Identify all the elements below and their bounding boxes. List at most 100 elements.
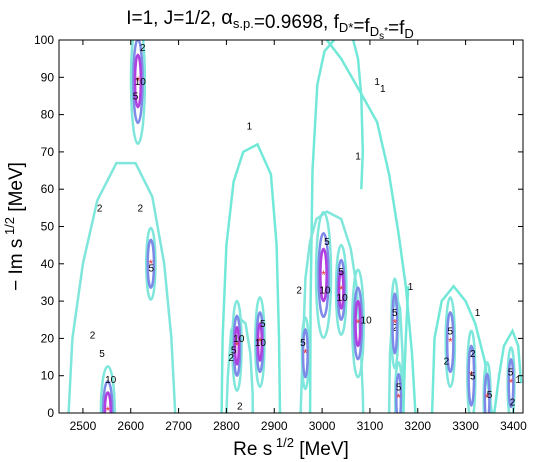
y-tick-label: 60 (41, 182, 55, 196)
contour-label: 2 (138, 204, 144, 215)
x-tick-label: 3300 (452, 419, 479, 433)
y-tick-label: 70 (41, 145, 55, 159)
contour-ellipse-level-5 (395, 372, 403, 413)
contour-ellipse-level-10 (103, 391, 112, 413)
pole-marker: * (303, 346, 308, 360)
contour-ellipse-level-5 (301, 328, 309, 379)
contour-label: 1 (247, 122, 253, 133)
pole-marker: * (448, 335, 453, 349)
pole-marker: * (469, 369, 474, 383)
contour-label: 5 (487, 390, 493, 401)
contour-label: 5 (324, 237, 330, 248)
x-tick-label: 2700 (165, 419, 192, 433)
title-part: α (221, 7, 233, 29)
contour-label: 1 (380, 84, 386, 95)
contour-ellipse-level-2 (334, 243, 348, 336)
contour-label: 10 (337, 293, 349, 304)
pole-marker: * (105, 404, 110, 418)
y-tick-label: 0 (47, 406, 54, 420)
contour-label: 2 (510, 398, 516, 409)
contour-label: 5 (133, 92, 139, 103)
y-tick-label: 50 (41, 220, 55, 234)
y-axis-label: − Im s 1/2 [MeV] (2, 162, 27, 291)
pole-marker: * (396, 391, 401, 405)
contour-ellipse-level-2 (144, 226, 157, 301)
y-tick-label: 30 (41, 294, 55, 308)
x-tick-label: 3200 (404, 419, 431, 433)
title-part: =f (353, 16, 370, 37)
contour-label: 2 (237, 401, 243, 412)
title-part: =0.9698, f (254, 12, 340, 33)
contour-ellipse-level-5 (445, 311, 455, 374)
y-tick-label: 20 (41, 331, 55, 345)
x-tick-label: 3400 (500, 419, 527, 433)
pole-marker: * (258, 335, 263, 349)
x-tick-label: 3100 (357, 419, 384, 433)
y-tick-label: 90 (41, 70, 55, 84)
axis-label-sup: 1/2 (2, 217, 17, 239)
contour-label: 5 (338, 267, 344, 278)
contour-label: 5 (392, 308, 398, 319)
pole-marker: * (356, 316, 361, 330)
contour-label: 2 (470, 349, 476, 360)
contour-label: 5 (470, 371, 476, 382)
contour-label: 2 (296, 286, 302, 297)
contour-ellipse-level-10 (133, 53, 143, 109)
contour-ellipse-level-5 (146, 238, 156, 289)
contour-line-level-1 (430, 284, 494, 413)
contour-line-level-1 (308, 40, 336, 413)
pole-marker: * (485, 391, 490, 405)
axis-label-unit: [MeV] (294, 439, 349, 460)
axis-label-base: − Im s (6, 239, 27, 291)
contour-label: 2 (140, 43, 146, 54)
contour-ellipse-level-2 (129, 40, 147, 145)
contour-ellipse-level-2 (254, 296, 266, 389)
contour-label: 5 (396, 383, 402, 394)
title-part: =f (388, 18, 405, 39)
x-axis-label: Re s 1/2 [MeV] (233, 435, 349, 460)
y-tick-label: 40 (41, 257, 55, 271)
axis-label-unit: [MeV] (6, 162, 27, 217)
contour-line-level-1 (351, 40, 365, 190)
contour-ellipse-level-5 (132, 40, 144, 125)
contour-label: 10 (135, 77, 147, 88)
contour-label: 1 (475, 308, 481, 319)
contour-label: 1 (374, 77, 380, 88)
pole-marker: * (339, 283, 344, 297)
y-tick-label: 100 (34, 33, 54, 47)
x-tick-label: 2500 (70, 419, 97, 433)
pole-marker: * (321, 268, 326, 282)
y-tick-label: 10 (41, 369, 55, 383)
contour-label: 1 (515, 375, 521, 386)
contour-ellipse-level-10 (354, 299, 362, 348)
contour-ellipse-level-5 (391, 292, 399, 355)
pole-marker: * (235, 339, 240, 353)
contour-label: 5 (300, 338, 306, 349)
contour-ellipse-level-10 (337, 270, 345, 310)
contour-label: 2 (444, 357, 450, 368)
title-part: I=1, J=1/2, (126, 8, 221, 29)
contour-ellipse-level-5 (483, 372, 491, 413)
pole-marker: * (392, 316, 397, 330)
contour-line-level-1 (402, 286, 410, 413)
x-tick-label: 3000 (309, 419, 336, 433)
contour-ellipse-level-10 (319, 247, 328, 303)
contour-ellipse-level-2 (314, 211, 333, 339)
contour-ellipse-level-2 (466, 329, 477, 413)
contour-line-level-1 (220, 142, 282, 413)
contour-label: 5 (448, 327, 454, 338)
contour-ellipse-level-2 (231, 299, 243, 392)
pole-marker: * (136, 74, 141, 88)
x-axis: 2500 2600 2700 2800 2900 3000 3100 3200 3300 3400 (70, 40, 527, 433)
title-part: s.p. (233, 16, 254, 31)
contour-label: 10 (233, 334, 245, 345)
contour-label: 10 (105, 375, 117, 386)
contour-label: 10 (361, 315, 373, 326)
pole-marker: * (149, 257, 154, 271)
contour-label: 2 (392, 323, 398, 334)
axis-label-base: Re s (233, 439, 272, 460)
contour-label: 1 (408, 282, 414, 293)
